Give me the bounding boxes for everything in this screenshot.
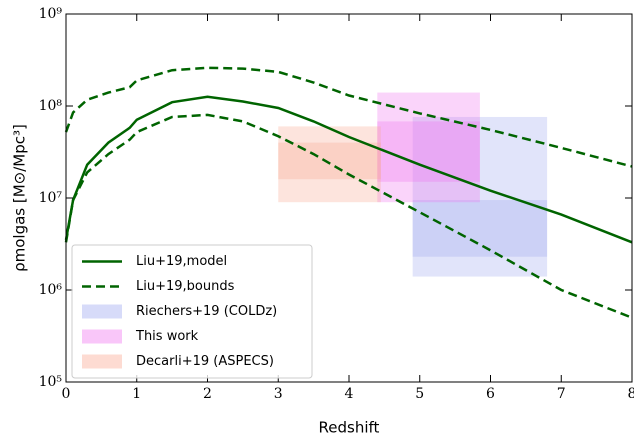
region-box (377, 92, 480, 203)
x-axis-label: Redshift (319, 419, 380, 437)
y-tick-label: 10⁸ (39, 98, 63, 114)
region-box (377, 121, 480, 182)
x-tick-label: 8 (628, 386, 634, 402)
line (64, 113, 633, 319)
legend-swatch (82, 304, 122, 319)
legend-swatch (82, 354, 122, 369)
x-tick-label: 6 (486, 386, 495, 402)
x-tick-label: 4 (345, 386, 354, 402)
legend-label: This work (135, 329, 199, 344)
x-tick-label: 2 (203, 386, 212, 402)
y-axis-label: ρmolgas [M⊙/Mpc³] (11, 124, 29, 272)
x-tick-label: 1 (132, 386, 141, 402)
x-tick-label: 3 (274, 386, 283, 402)
legend-label: Decarli+19 (ASPECS) (136, 354, 274, 369)
legend-label: Liu+19,model (136, 254, 227, 269)
y-tick-label: 10⁵ (39, 374, 63, 390)
y-tick-label: 10⁶ (39, 282, 63, 298)
legend-label: Riechers+19 (COLDz) (136, 304, 277, 319)
y-tick-label: 10⁷ (39, 190, 63, 206)
y-tick-label: 10⁹ (39, 6, 63, 22)
x-tick-label: 7 (557, 386, 566, 402)
region-box (412, 200, 548, 257)
region-box (412, 116, 548, 277)
legend: Liu+19,model Liu+19,bounds Riechers+19 (CO… (71, 244, 313, 379)
line (64, 66, 633, 168)
x-tick-label: 0 (62, 386, 71, 402)
x-tick-label: 5 (415, 386, 424, 402)
line (64, 95, 633, 244)
region-box (278, 142, 381, 180)
legend-box (71, 244, 313, 379)
legend-label: Liu+19,bounds (136, 279, 235, 294)
legend-swatch (82, 329, 122, 344)
